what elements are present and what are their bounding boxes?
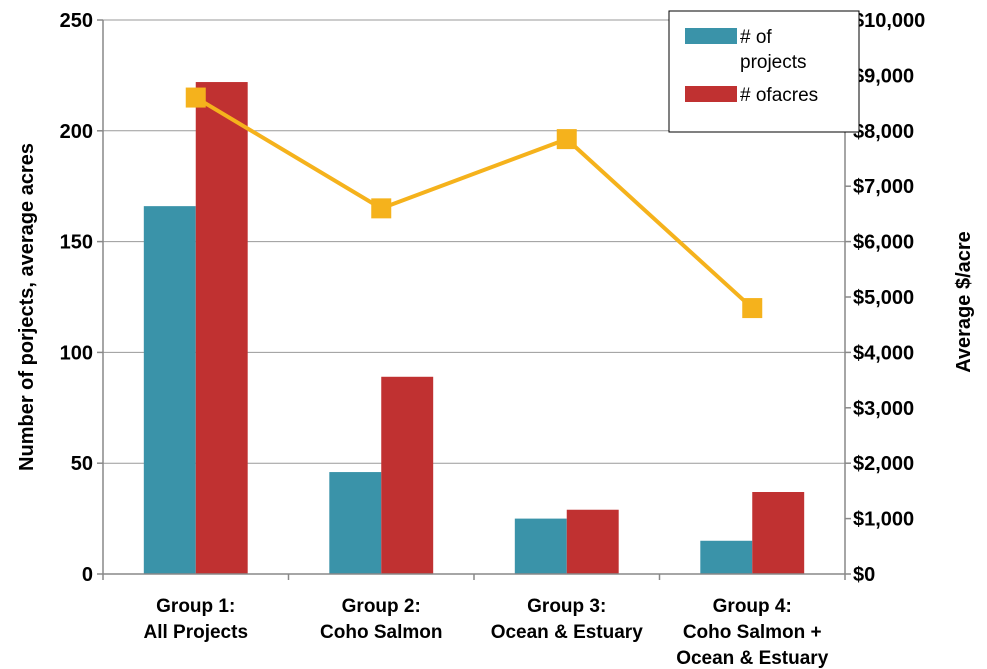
bar (566, 509, 619, 574)
category-label: Ocean & Estuary (676, 648, 828, 669)
line-point (556, 129, 577, 150)
bar (329, 472, 382, 574)
y2-tick-label: $7,000 (853, 176, 914, 198)
y2-tick-label: $9,000 (853, 65, 914, 87)
legend: # of projects # ofacres (668, 10, 860, 133)
bar (381, 376, 434, 574)
bar (700, 540, 753, 574)
category-label: Coho Salmon (320, 622, 442, 643)
y2-tick-label: $2,000 (853, 453, 914, 475)
line-point (185, 87, 206, 108)
category-label: Ocean & Estuary (491, 622, 643, 643)
y-tick-label: 200 (60, 121, 93, 143)
category-label: All Projects (143, 622, 248, 643)
legend-label: # ofacres (740, 85, 818, 106)
y-tick-label: 50 (71, 453, 93, 475)
category-label: Group 4: (713, 596, 792, 617)
y-tick-label: 250 (60, 10, 93, 32)
bar (752, 492, 805, 574)
y2-tick-label: $8,000 (853, 121, 914, 143)
category-label: Group 3: (527, 596, 606, 617)
category-label: Group 1: (156, 596, 235, 617)
average-per-acre-line (185, 87, 763, 319)
y-tick-label: 0 (82, 564, 93, 586)
y2-tick-label: $5,000 (853, 287, 914, 309)
category-labels: Group 1: All Projects Group 2: Coho Salmon G… (143, 596, 828, 669)
bar (195, 82, 248, 574)
legend-label: # of (740, 27, 772, 48)
line-point (742, 298, 763, 319)
bar (514, 518, 567, 574)
y2-tick-label: $3,000 (853, 398, 914, 420)
legend-swatch (685, 86, 737, 102)
category-label: Group 2: (342, 596, 421, 617)
right-axis-title: Average $/acre (953, 231, 975, 373)
left-axis-title: Number of porjects, average acres (16, 143, 38, 471)
bars (143, 82, 805, 575)
y2-tick-label: $1,000 (853, 509, 914, 531)
right-axis-ticks: $0 $1,000 $2,000 $3,000 $4,000 $5,000 $6,000 $7… (853, 10, 925, 586)
y-tick-label: 100 (60, 342, 93, 364)
category-label: Coho Salmon + (683, 622, 822, 643)
line-series (194, 95, 754, 310)
y2-tick-label: $4,000 (853, 342, 914, 364)
left-axis-ticks: 0 50 100 150 200 250 (60, 10, 93, 586)
line-point (371, 198, 392, 219)
y2-tick-label: $6,000 (853, 232, 914, 254)
bar (143, 206, 196, 575)
y2-tick-label: $10,000 (853, 10, 925, 32)
y-tick-label: 150 (60, 232, 93, 254)
legend-swatch (685, 28, 737, 44)
legend-label: projects (740, 52, 807, 73)
y2-tick-label: $0 (853, 564, 875, 586)
